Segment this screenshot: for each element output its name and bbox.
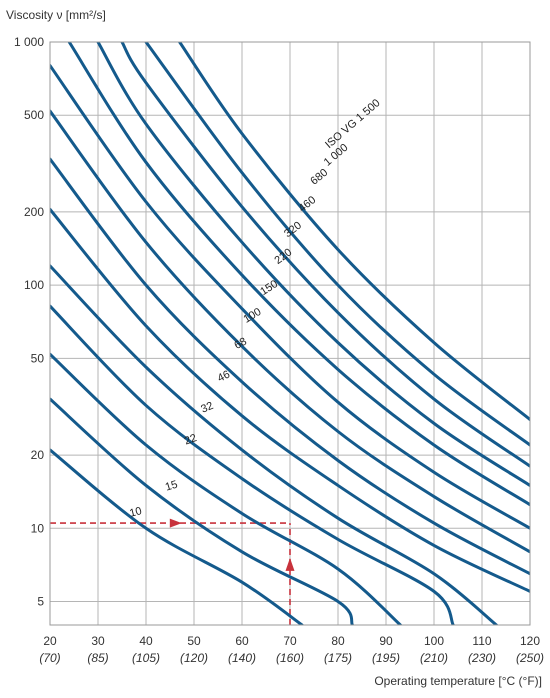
guide-lines: [50, 518, 295, 625]
series-line: [50, 264, 498, 625]
x-tick-label: 30: [91, 634, 105, 648]
series-label: 15: [164, 479, 179, 494]
series-line: [144, 42, 530, 447]
x-tick-label-f: (195): [372, 651, 400, 665]
y-axis-ticks: 5 10 20 50 100 200 500 1 000: [14, 35, 44, 608]
x-axis-ticks: 20 (70) 30 (85) 40 (105) 50 (120) 60 (140) 70 (160)…: [39, 634, 544, 665]
series-line: [50, 207, 530, 593]
series-line: [50, 304, 455, 625]
plot-frame: [49, 41, 531, 626]
x-tick-label: 70: [283, 634, 297, 648]
x-tick-label-f: (160): [276, 651, 304, 665]
series-line: [120, 42, 530, 468]
x-tick-label-f: (250): [516, 651, 544, 665]
x-tick-label-f: (140): [228, 651, 256, 665]
x-tick-label-f: (105): [132, 651, 160, 665]
series-label: 10: [128, 505, 143, 520]
guide-arrow-right: [169, 518, 182, 528]
y-tick-label: 1 000: [14, 35, 44, 49]
y-tick-label: 5: [37, 594, 44, 608]
x-tick-label: 120: [520, 634, 540, 648]
series-label: 100: [241, 306, 263, 326]
x-tick-label-f: (210): [420, 651, 448, 665]
y-tick-label: 50: [31, 351, 45, 365]
guide-arrow-up: [285, 557, 295, 571]
series-label: ISO VG 1 500: [323, 97, 383, 151]
series-line: [50, 352, 402, 625]
x-tick-label: 50: [187, 634, 201, 648]
series-line: [96, 42, 530, 487]
series-label: 68: [232, 336, 248, 352]
x-tick-label-f: (175): [324, 651, 352, 665]
x-tick-label-f: (70): [39, 651, 60, 665]
x-tick-label-f: (85): [87, 651, 108, 665]
series-line: [50, 109, 530, 554]
series-label: 320: [282, 220, 304, 241]
series-label: 46: [216, 368, 232, 384]
series-line: [50, 157, 530, 576]
x-tick-label: 80: [331, 634, 345, 648]
series-label: 32: [199, 400, 215, 416]
series-line: [178, 42, 530, 422]
y-axis-title-text: Viscosity ν [mm²/s]: [6, 8, 106, 22]
series-lines: [50, 42, 530, 625]
y-tick-label: 500: [24, 108, 44, 122]
x-tick-label: 90: [379, 634, 393, 648]
x-tick-label: 40: [139, 634, 153, 648]
x-tick-label: 110: [472, 634, 491, 648]
y-tick-label: 100: [24, 278, 44, 292]
series-label: 680: [308, 167, 330, 188]
series-line: [50, 448, 304, 625]
y-tick-label: 20: [31, 448, 45, 462]
x-tick-label: 60: [235, 634, 249, 648]
series-line: [50, 397, 354, 625]
y-tick-label: 200: [24, 205, 44, 219]
series-line: [50, 64, 530, 530]
x-tick-label-f: (120): [180, 651, 208, 665]
x-tick-label-f: (230): [468, 651, 496, 665]
x-tick-label: 20: [43, 634, 57, 648]
series-line: [67, 42, 530, 507]
x-axis-title-text: Operating temperature [°C (°F)]: [374, 674, 542, 688]
y-axis-title: Viscosity ν [mm²/s]: [6, 8, 106, 22]
series-label: 22: [183, 432, 199, 447]
x-axis-title: Operating temperature [°C (°F)]: [374, 674, 542, 688]
y-tick-label: 10: [31, 521, 45, 535]
x-tick-label: 100: [424, 634, 444, 648]
